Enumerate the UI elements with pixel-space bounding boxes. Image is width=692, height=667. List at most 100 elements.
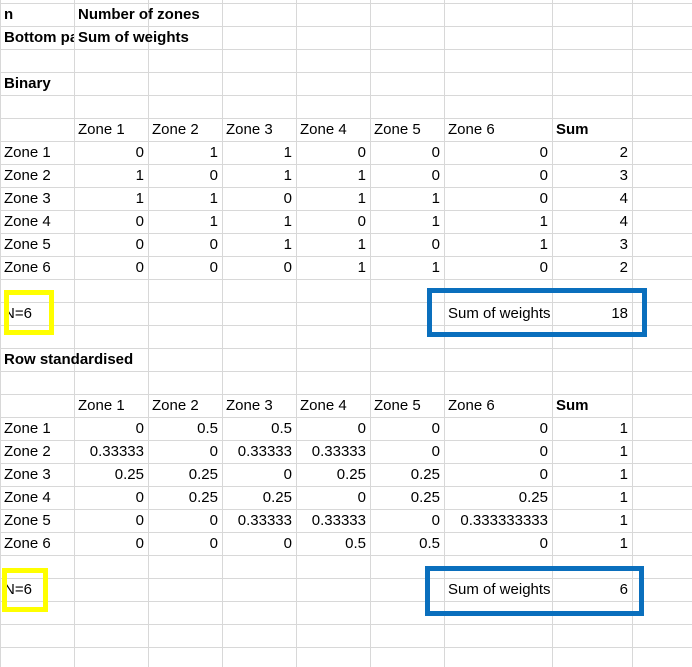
row_std-n-label[interactable]: N=6 [4,581,32,598]
cell-label-n[interactable]: n [4,6,14,23]
binary-value-cell[interactable]: 1 [357,236,366,253]
binary-value-cell[interactable]: 1 [539,213,548,230]
binary-value-cell[interactable]: 0 [209,236,218,253]
binary-column-header[interactable]: Sum [556,121,589,138]
binary-value-cell[interactable]: 1 [539,236,548,253]
row_std-value-cell[interactable]: 0 [431,420,440,437]
row_std-value-cell[interactable]: 0 [357,489,366,506]
row_std-value-cell[interactable]: 1 [619,512,628,529]
binary-row-label[interactable]: Zone 6 [4,259,51,276]
row_std-value-cell[interactable]: 0 [135,489,144,506]
binary-row-label[interactable]: Zone 3 [4,190,51,207]
row_std-row-label[interactable]: Zone 4 [4,489,51,506]
binary-value-cell[interactable]: 1 [135,190,144,207]
row_std-value-cell[interactable]: 0 [539,466,548,483]
binary-value-cell[interactable]: 1 [135,167,144,184]
row_std-column-header[interactable]: Zone 6 [448,397,495,414]
binary-column-header[interactable]: Zone 1 [78,121,125,138]
binary-value-cell[interactable]: 1 [357,190,366,207]
cell-label-bottom-desc[interactable]: Sum of weights [78,29,189,46]
binary-value-cell[interactable]: 0 [135,259,144,276]
row_std-value-cell[interactable]: 0.33333 [237,512,292,529]
row_std-row-label[interactable]: Zone 1 [4,420,51,437]
row_std-value-cell[interactable]: 0.25 [410,489,440,506]
binary-value-cell[interactable]: 0 [135,236,144,253]
row_std-sum-weights-value[interactable]: 6 [619,581,628,598]
row_std-value-cell[interactable]: 0 [539,535,548,552]
binary-value-cell[interactable]: 1 [209,144,218,161]
row_std-column-header[interactable]: Zone 4 [300,397,347,414]
row_std-value-cell[interactable]: 0.333333333 [460,512,548,529]
row_std-value-cell[interactable]: 0 [431,512,440,529]
binary-value-cell[interactable]: 1 [431,213,440,230]
binary-value-cell[interactable]: 1 [357,167,366,184]
row_std-value-cell[interactable]: 0 [135,535,144,552]
binary-sum-weights-label[interactable]: Sum of weights [448,305,551,322]
binary-value-cell[interactable]: 1 [431,259,440,276]
binary-value-cell[interactable]: 3 [619,167,628,184]
binary-value-cell[interactable]: 3 [619,236,628,253]
row_std-value-cell[interactable]: 0.5 [345,535,366,552]
binary-value-cell[interactable]: 0 [283,259,292,276]
binary-column-header[interactable]: Zone 2 [152,121,199,138]
cell-label-bottom[interactable]: Bottom pa [4,29,74,46]
row_std-value-cell[interactable]: 0.25 [262,489,292,506]
binary-value-cell[interactable]: 0 [539,167,548,184]
row_std-column-header[interactable]: Sum [556,397,589,414]
row_std-value-cell[interactable]: 0.25 [114,466,144,483]
row_std-row-label[interactable]: Zone 6 [4,535,51,552]
row_std-column-header[interactable]: Zone 1 [78,397,125,414]
binary-value-cell[interactable]: 1 [209,190,218,207]
binary-value-cell[interactable]: 1 [431,190,440,207]
binary-sum-weights-value[interactable]: 18 [611,305,628,322]
binary-value-cell[interactable]: 4 [619,213,628,230]
row_std-value-cell[interactable]: 0.33333 [311,512,366,529]
row_std-value-cell[interactable]: 0 [283,535,292,552]
row_std-value-cell[interactable]: 0 [209,512,218,529]
binary-value-cell[interactable]: 1 [283,236,292,253]
row_std-value-cell[interactable]: 0.25 [188,466,218,483]
binary-row-label[interactable]: Zone 1 [4,144,51,161]
row_std-value-cell[interactable]: 1 [619,466,628,483]
binary-value-cell[interactable]: 0 [431,167,440,184]
row_std-value-cell[interactable]: 0 [431,443,440,460]
binary-value-cell[interactable]: 0 [539,144,548,161]
binary-value-cell[interactable]: 1 [283,213,292,230]
binary-value-cell[interactable]: 0 [209,259,218,276]
row_std-value-cell[interactable]: 0.5 [419,535,440,552]
row_std-column-header[interactable]: Zone 3 [226,397,273,414]
row_std-value-cell[interactable]: 0.25 [336,466,366,483]
cell-label-n-desc[interactable]: Number of zones [78,6,200,23]
row_std-value-cell[interactable]: 0 [539,443,548,460]
binary-row-label[interactable]: Zone 5 [4,236,51,253]
binary-value-cell[interactable]: 0 [209,167,218,184]
binary-value-cell[interactable]: 0 [431,236,440,253]
row_std-value-cell[interactable]: 1 [619,535,628,552]
row_std-column-header[interactable]: Zone 2 [152,397,199,414]
row_std-value-cell[interactable]: 0.33333 [89,443,144,460]
row_std-value-cell[interactable]: 0.25 [518,489,548,506]
row_std-value-cell[interactable]: 0.25 [410,466,440,483]
row_std-value-cell[interactable]: 0.33333 [237,443,292,460]
row_std-value-cell[interactable]: 0 [539,420,548,437]
binary-value-cell[interactable]: 1 [357,259,366,276]
row_std-row-label[interactable]: Zone 5 [4,512,51,529]
binary-value-cell[interactable]: 0 [357,144,366,161]
row_std-value-cell[interactable]: 1 [619,443,628,460]
row_std-value-cell[interactable]: 0.5 [271,420,292,437]
row_std-column-header[interactable]: Zone 5 [374,397,421,414]
binary-value-cell[interactable]: 0 [135,144,144,161]
row_std-value-cell[interactable]: 0 [135,420,144,437]
binary-value-cell[interactable]: 1 [283,167,292,184]
row_std-value-cell[interactable]: 0.25 [188,489,218,506]
binary-value-cell[interactable]: 0 [357,213,366,230]
row_std-row-label[interactable]: Zone 3 [4,466,51,483]
binary-value-cell[interactable]: 1 [209,213,218,230]
row_std-sum-weights-label[interactable]: Sum of weights [448,581,551,598]
binary-column-header[interactable]: Zone 4 [300,121,347,138]
row_std-value-cell[interactable]: 0 [283,466,292,483]
binary-value-cell[interactable]: 0 [539,259,548,276]
binary-value-cell[interactable]: 2 [619,144,628,161]
binary-column-header[interactable]: Zone 6 [448,121,495,138]
binary-value-cell[interactable]: 0 [539,190,548,207]
